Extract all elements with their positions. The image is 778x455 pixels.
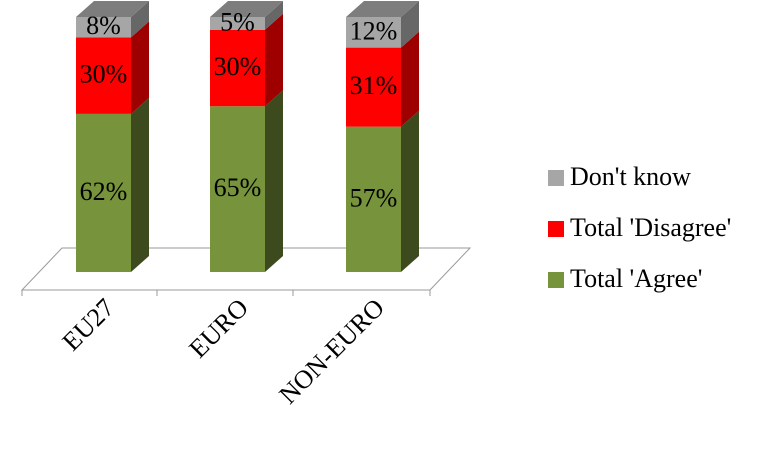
floor [20,247,472,296]
bar [76,17,131,38]
bar-side [265,90,283,272]
legend-label: Total 'Agree' [570,264,702,293]
x-tick-label: EU27 [57,293,120,356]
bar-top [346,1,419,17]
bar-side [131,97,149,273]
data-label: 62% [80,177,128,206]
bar-side [265,1,283,30]
bar-top [76,1,149,17]
legend-swatch [548,170,564,186]
legend-swatch [548,221,564,237]
legend-label: Total 'Disagree' [570,213,731,242]
bar-side [265,13,283,107]
bar [210,29,265,107]
bar [76,37,131,114]
data-label: 8% [86,11,121,40]
data-label: 30% [80,60,128,89]
data-label: 5% [220,7,255,36]
bar [210,106,265,272]
data-label: 12% [350,16,398,45]
bar [346,47,401,127]
bar [346,17,401,48]
x-tick-label: NON-EURO [273,293,390,410]
bar [210,17,265,30]
bar [76,113,131,273]
bar-side [401,31,419,127]
data-label: 57% [350,183,398,212]
legend-label: Don't know [570,162,691,191]
data-label: 30% [214,52,262,81]
bar-side [401,110,419,273]
bar-side [401,1,419,48]
floor-plane [20,247,472,291]
legend-swatch [548,272,564,288]
bar-top [210,1,283,17]
x-tick-label: EURO [183,293,254,364]
bar-side [131,1,149,38]
bar [346,126,401,273]
bar-side [131,21,149,114]
data-label: 65% [214,173,262,202]
data-label: 31% [350,71,398,100]
